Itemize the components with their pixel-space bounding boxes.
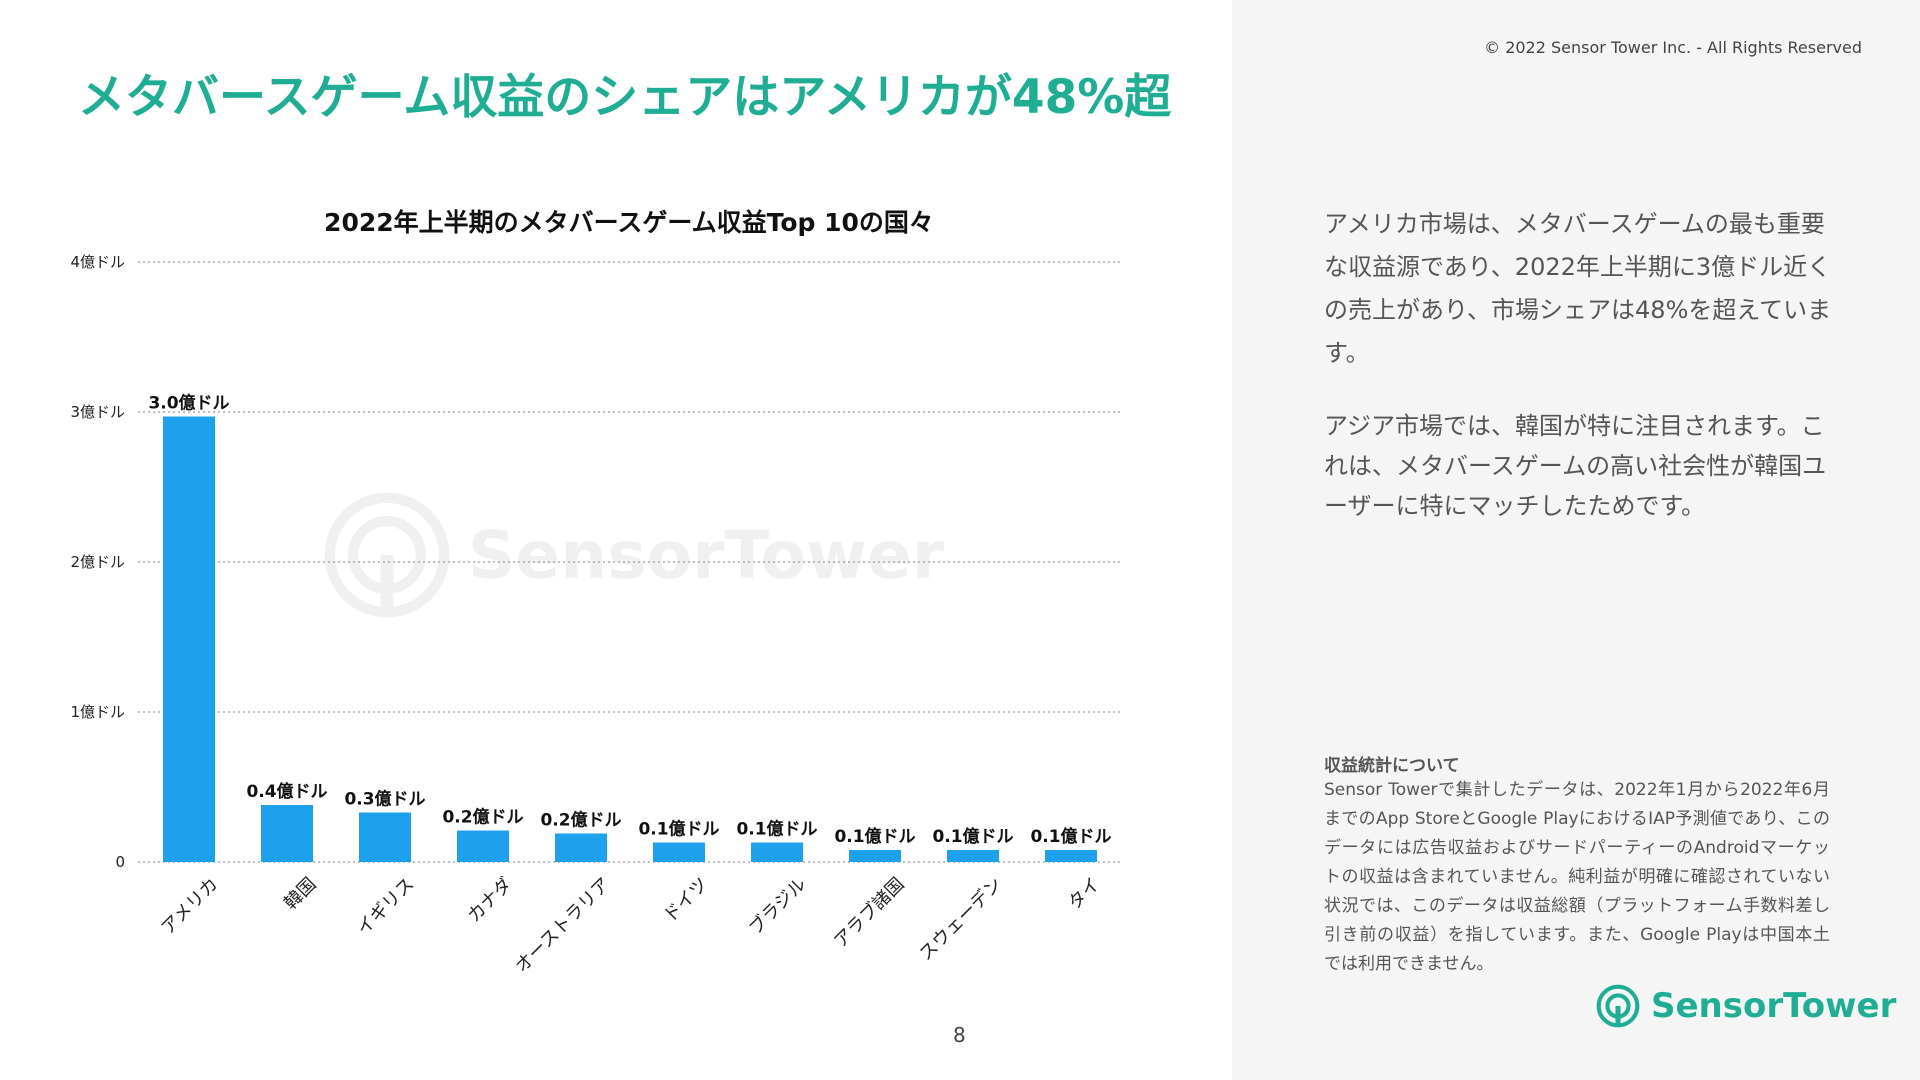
data-labels: 3.0億ドル 0.4億ドル 0.3億ドル 0.2億ドル 0.2億ドル 0.1億ドル 0.1億… [148,393,1111,848]
note-title: 収益統計について [1324,756,1460,776]
data-label: 0.1億ドル [736,819,817,840]
brand-logo: SensorTower [1595,983,1896,1029]
data-label: 0.4億ドル [246,781,327,802]
sensor-tower-logo-icon [1596,984,1640,1028]
slide-left-panel: メタバースゲーム収益のシェアはアメリカが48%超 SensorTower 202… [70,70,1172,1047]
bar [555,833,607,862]
x-tick-label: 韓国 [280,874,320,914]
y-tick-label: 0 [115,853,125,871]
note-body: Sensor Towerで集計したデータは、2022年1月から2022年6月まで… [1324,780,1830,974]
x-tick-label: ドイツ [660,874,713,927]
data-label: 0.1億ドル [1030,826,1111,847]
bar [1045,850,1097,862]
data-label: 0.2億ドル [540,810,621,831]
page-title: メタバースゲーム収益のシェアはアメリカが48%超 [78,70,1172,125]
watermark-text: SensorTower [468,516,945,594]
x-tick-label: ブラジル [744,873,810,939]
data-label: 0.3億ドル [344,789,425,810]
bar [653,842,705,862]
bar [163,416,215,862]
bar [849,850,901,862]
y-tick-label: 4億ドル [70,253,125,271]
bar [359,812,411,862]
y-tick-label: 3億ドル [70,403,125,421]
x-tick-label: アメリカ [157,874,222,939]
x-tick-label: イギリス [353,874,419,940]
slide-right-panel: © 2022 Sensor Tower Inc. - All Rights Re… [1232,0,1920,1080]
logo-text: SensorTower [1651,986,1897,1026]
description-asia-market: アジア市場では、韓国が特に注目されます。これは、メタバースゲームの高い社会性が韓… [1324,412,1827,520]
x-tick-label: オーストラリア [511,874,614,977]
data-label: 0.1億ドル [932,826,1013,847]
x-tick-label: アラブ諸国 [829,873,908,952]
chart-title: 2022年上半期のメタバースゲーム収益Top 10の国々 [324,208,934,237]
x-tick-label: スウェーデン [915,874,1006,965]
x-tick-label: カナダ [464,874,517,927]
y-tick-label: 1億ドル [70,703,125,721]
y-tick-label: 2億ドル [70,553,125,571]
bar [457,830,509,862]
page-number: 8 [953,1023,966,1047]
grid-lines [138,261,1122,863]
description-us-market: アメリカ市場は、メタバースゲームの最も重要な収益源であり、2022年上半期に3億… [1324,210,1832,367]
bar [947,850,999,862]
data-label: 3.0億ドル [148,393,229,414]
data-label: 0.1億ドル [638,819,719,840]
copyright: © 2022 Sensor Tower Inc. - All Rights Re… [1484,38,1862,57]
x-tick-label: タイ [1064,874,1104,914]
bar [751,842,803,862]
bars [163,416,1097,862]
watermark: SensorTower [322,490,944,620]
bar-chart: 2022年上半期のメタバースゲーム収益Top 10の国々 0 1億ドル 2億ドル 3億… [70,208,1122,977]
bar [261,805,313,862]
data-label: 0.2億ドル [442,807,523,828]
data-label: 0.1億ドル [834,826,915,847]
sensor-tower-watermark-icon [324,492,450,618]
y-axis-ticks: 0 1億ドル 2億ドル 3億ドル 4億ドル [70,253,125,871]
